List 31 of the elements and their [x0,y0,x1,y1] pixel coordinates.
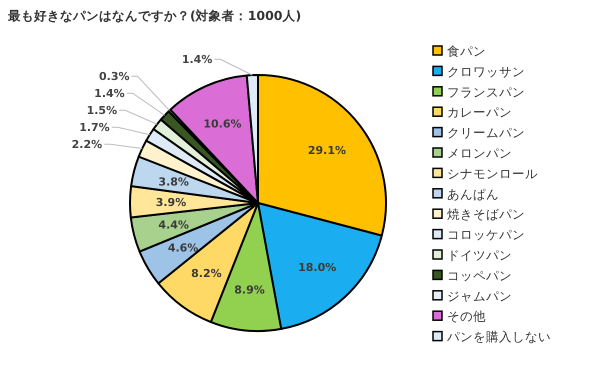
legend-label: シナモンロール [447,166,538,181]
data-label: 3.8% [158,175,189,188]
legend-label: ドイツパン [447,248,512,262]
legend-label: パンを購入しない [446,329,551,344]
data-label: 1.4% [182,53,212,66]
data-label: 10.6% [203,118,242,131]
data-label: 4.4% [158,218,189,232]
data-label: 18.0% [298,260,336,274]
legend-label: クロワッサン [447,64,525,79]
legend-label: メロンパン [447,146,512,160]
data-label: 1.5% [86,104,118,118]
data-label: 1.7% [79,121,110,134]
legend-label: あんぱん [447,186,499,202]
data-label: 29.1% [308,144,346,157]
chart-title: 最も好きなパンはなんですか？(対象者：1000人) [7,8,302,23]
legend-label: カレーパン [447,104,512,120]
data-label: 3.9% [156,196,186,210]
legend-label: 食パン [447,44,486,58]
legend-label: ジャムパン [447,288,512,304]
data-label: 2.2% [72,138,102,152]
data-label: 8.9% [234,284,265,297]
legend-label: 焼きそばパン [447,206,525,222]
data-label: 8.2% [191,267,222,280]
data-label: 4.6% [168,241,198,254]
data-label: 1.4% [94,87,125,100]
legend-label: クリームパン [447,125,525,140]
legend-label: その他 [447,308,486,324]
data-label: 0.3% [98,70,130,84]
legend-label: フランスパン [447,84,525,100]
legend-label: コロッケパン [447,227,525,242]
legend-label: コッペパン [447,268,512,283]
